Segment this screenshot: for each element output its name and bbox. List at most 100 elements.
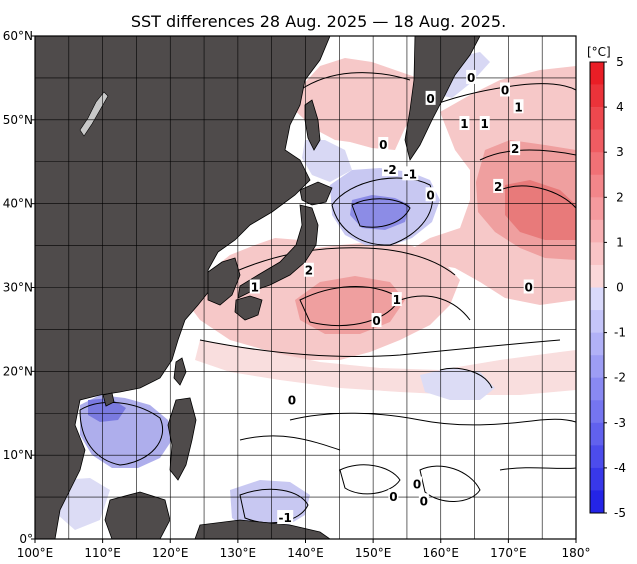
colorbar-bin bbox=[590, 129, 604, 153]
colorbar-bin bbox=[590, 400, 604, 424]
contour-label-bg bbox=[425, 187, 436, 202]
contour-label-bg bbox=[523, 279, 534, 294]
y-tick-label: 50°N bbox=[3, 113, 33, 127]
contour-line bbox=[339, 464, 401, 495]
contour-line bbox=[479, 149, 576, 161]
colorbar-unit: [°C] bbox=[587, 45, 611, 59]
colorbar-tick-label: -3 bbox=[614, 416, 626, 430]
x-tick-label: 110°E bbox=[84, 546, 121, 560]
contour-line bbox=[299, 72, 411, 91]
cold-region-kamchatka bbox=[440, 52, 490, 98]
contour-label: 0 bbox=[413, 478, 421, 492]
colorbar-tick-label: 0 bbox=[616, 281, 624, 295]
x-tick-label: 170°E bbox=[490, 546, 527, 560]
contour-label: 0 bbox=[501, 83, 509, 97]
colorbar-tick-label: 4 bbox=[616, 100, 624, 114]
colorbar-tick-label: 2 bbox=[616, 190, 624, 204]
colorbar-bin bbox=[590, 197, 604, 221]
colorbar-bin bbox=[590, 310, 604, 333]
colorbar-bin bbox=[590, 355, 604, 378]
lake-baikal bbox=[79, 91, 109, 137]
contour-label-bg bbox=[391, 292, 402, 307]
contour-label: 0 bbox=[426, 92, 434, 106]
colorbar-bin bbox=[590, 107, 604, 130]
contour-line bbox=[351, 198, 411, 228]
y-tick-label: 20°N bbox=[3, 364, 33, 378]
colorbar-tick-label: -2 bbox=[614, 371, 626, 385]
hokkaido bbox=[299, 181, 333, 206]
contour-label-bg bbox=[402, 166, 419, 181]
borneo bbox=[104, 491, 171, 539]
colorbar-bin bbox=[590, 490, 604, 514]
contour-line bbox=[419, 83, 576, 111]
x-tick-label: 150°E bbox=[355, 546, 392, 560]
contour-label: 0 bbox=[420, 494, 428, 508]
contour-label-bg bbox=[277, 510, 294, 525]
contour-line bbox=[499, 185, 576, 209]
contour-label-bg bbox=[425, 90, 436, 105]
contour-label: 0 bbox=[379, 138, 387, 152]
contour-label: -2 bbox=[383, 163, 396, 177]
warm-anomaly-regions bbox=[180, 58, 576, 395]
x-tick-label: 140°E bbox=[287, 546, 324, 560]
colorbar-bins bbox=[590, 62, 604, 514]
colorbar-bin bbox=[590, 332, 604, 356]
contour-label-bg bbox=[412, 476, 423, 491]
contour-label-bg bbox=[510, 141, 521, 156]
x-tick-label: 100°E bbox=[17, 546, 54, 560]
colorbar-bin bbox=[590, 467, 604, 491]
contour-label: 2 bbox=[494, 180, 502, 194]
colorbar-bin bbox=[590, 62, 604, 85]
map-title: SST differences 28 Aug. 2025 — 18 Aug. 2… bbox=[130, 12, 507, 31]
korea bbox=[207, 257, 241, 306]
contour-label-bg bbox=[249, 279, 260, 294]
contour-label-bg bbox=[378, 136, 389, 151]
colorbar-tick-label: -5 bbox=[614, 506, 626, 520]
y-tick-label: 60°N bbox=[3, 29, 33, 43]
colorbar-bin bbox=[590, 377, 604, 401]
contour-label: 1 bbox=[514, 100, 522, 114]
x-tick-label: 130°E bbox=[220, 546, 257, 560]
contour-label-bg bbox=[418, 493, 429, 508]
colorbar-tick-label: -1 bbox=[614, 326, 626, 340]
warm-region-okhotsk bbox=[288, 58, 420, 150]
contour-label: 0 bbox=[288, 394, 296, 408]
contour-label: 1 bbox=[460, 117, 468, 131]
colorbar-bin bbox=[590, 152, 604, 176]
contour-label-bg bbox=[459, 116, 470, 131]
x-axis-ticks: 100°E 110°E 120°E 130°E 140°E 150°E 160°E 170°E… bbox=[17, 539, 591, 560]
colorbar-bin bbox=[590, 445, 604, 469]
contour-label: 0 bbox=[524, 281, 532, 295]
contour-label: 0 bbox=[426, 188, 434, 202]
hainan bbox=[102, 392, 115, 407]
colorbar-tick-label: 5 bbox=[616, 55, 624, 69]
y-tick-label: 40°N bbox=[3, 197, 33, 211]
x-tick-label: 180° bbox=[562, 546, 591, 560]
contour-label: 1 bbox=[393, 293, 401, 307]
colorbar: [°C] 5 4 3 2 1 0 -1 -2 -3 -4 -5 bbox=[587, 45, 626, 520]
colorbar-bin bbox=[590, 287, 604, 311]
colorbar-bin bbox=[590, 84, 604, 108]
colorbar-bin bbox=[590, 174, 604, 198]
kamchatka bbox=[404, 36, 481, 161]
contour-label: 1 bbox=[251, 281, 259, 295]
cold-region-south-west bbox=[58, 478, 110, 530]
contour-label: -1 bbox=[404, 167, 417, 181]
contour-label: 2 bbox=[511, 142, 519, 156]
colorbar-bin bbox=[590, 219, 604, 243]
contour-label-bg bbox=[382, 162, 399, 177]
contour-label: 2 bbox=[305, 264, 313, 278]
colorbar-tick-label: 3 bbox=[616, 145, 624, 159]
y-axis-ticks: 60°N 50°N 40°N 30°N 20°N 10°N 0° bbox=[3, 29, 35, 546]
contour-label: 0 bbox=[389, 490, 397, 504]
kyushu-shikoku bbox=[234, 295, 263, 321]
x-tick-label: 160°E bbox=[423, 546, 460, 560]
contour-label-bg bbox=[479, 116, 490, 131]
contour-label-bg bbox=[303, 262, 314, 277]
contour-line bbox=[239, 435, 341, 451]
colorbar-tick-label: -4 bbox=[614, 461, 626, 475]
contour-label-bg bbox=[493, 178, 504, 193]
y-tick-label: 10°N bbox=[3, 448, 33, 462]
